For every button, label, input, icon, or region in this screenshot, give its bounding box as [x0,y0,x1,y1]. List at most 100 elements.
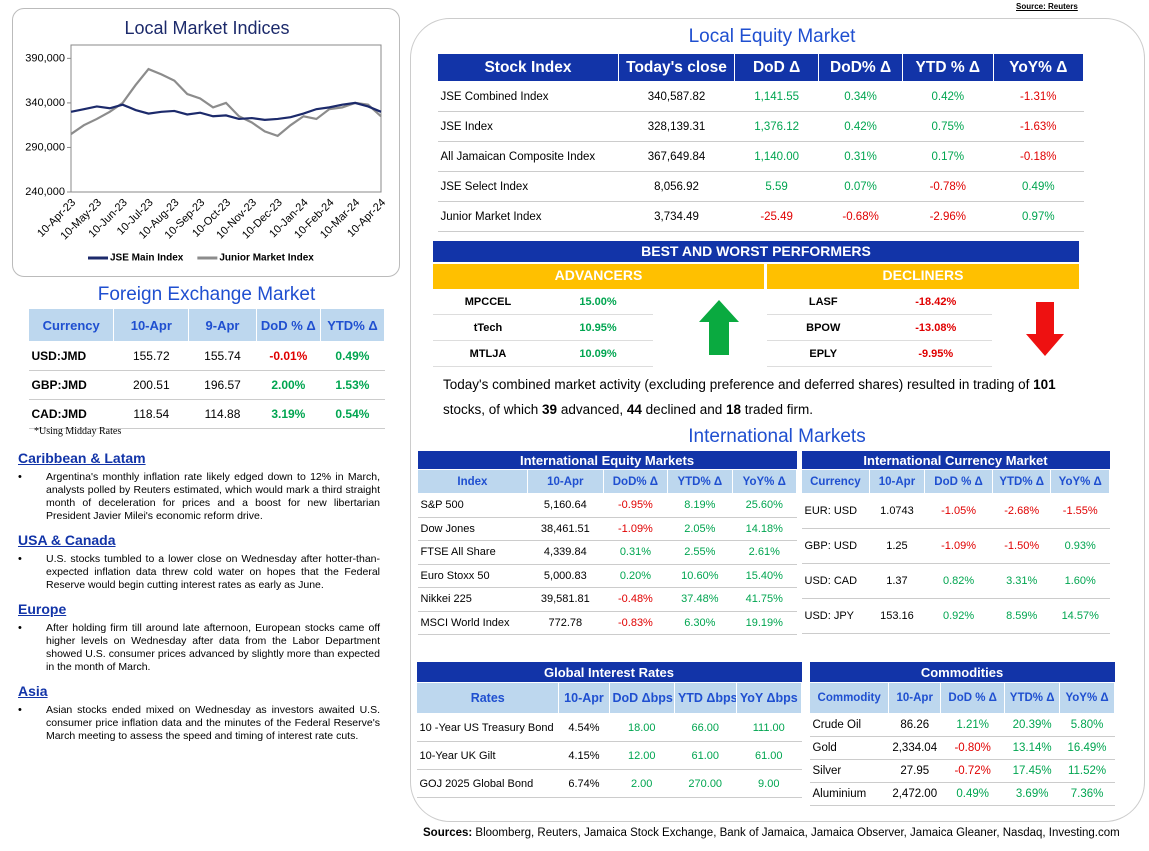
news-heading: Caribbean & Latam [18,450,146,466]
chart-box [12,8,400,277]
cell: EUR: USD [801,493,870,529]
cell: 13.14% [1004,736,1060,760]
cell: -1.05% [924,493,993,529]
column-header: 9-Apr [188,308,257,342]
cell: -25.49 [734,201,819,232]
equity-title: Local Equity Market [688,26,856,47]
cell: 5,000.83 [527,564,604,588]
cell: JSE Index [437,111,619,142]
cell: 3,734.49 [618,201,735,232]
row: USD: CAD 1.37 0.82% 3.31% 1.60% [801,563,1110,599]
decliners-header: DECLINERS [767,264,1079,289]
cell: -0.72% [940,759,1005,783]
cell: 5,160.64 [527,493,604,518]
cell: 7.36% [1059,782,1115,806]
cell: 0.42% [818,111,903,142]
column-header: YoY% Δ [1059,682,1115,714]
news-heading: Asia [18,683,48,699]
news-text: Asian stocks ended mixed on Wednesday as… [46,704,380,742]
performer-name: BPOW [767,314,880,341]
column-header: YoY% Δ [992,53,1085,82]
cell: 0.17% [902,141,994,172]
header-row: Stock Index Today's close DoD Δ DoD% Δ YTD %… [437,53,1085,82]
fx-note: *Using Midday Rates [34,426,122,437]
table: Stock Index Today's close DoD Δ DoD% Δ YTD %… [437,53,1085,232]
cell: -0.95% [603,493,668,518]
column-header: Index [417,469,528,494]
cell: 6.74% [558,769,609,798]
performer-row: EPLY -9.95% [767,340,992,367]
cell: 111.00 [736,713,802,742]
cell: 4,339.84 [527,540,604,565]
performer-change: -18.42% [879,289,992,315]
cell: 270.00 [674,769,737,798]
table: Currency 10-Apr 9-Apr DoD % Δ YTD% Δ USD:JMD 1… [27,308,386,429]
row: Nikkei 225 39,581.81 -0.48% 37.48% 41.75% [417,587,797,612]
row: JSE Select Index 8,056.92 5.59 0.07% -0.78% 0… [437,171,1084,202]
column-header: YTD% Δ [1004,682,1061,714]
series-line [70,101,382,121]
intl-equity-table: International Equity Markets Index 10-Apr D… [417,451,798,635]
cell: 39,581.81 [527,587,604,612]
bullet: • [18,471,22,483]
cell: 1.53% [320,370,385,400]
cell: 0.49% [320,341,385,371]
series-line [70,67,382,138]
news-text: U.S. stocks tumbled to a lower close on … [46,553,380,591]
cell: 0.34% [818,81,903,112]
fx-table: Currency 10-Apr 9-Apr DoD % Δ YTD% Δ USD:JMD 1… [27,308,386,429]
cell: 0.92% [924,598,993,634]
cell: 1.25 [869,528,925,564]
cell: JSE Select Index [437,171,619,202]
cell: 0.42% [902,81,994,112]
cell: 3.69% [1004,782,1060,806]
title-row: International Equity Markets [417,451,797,470]
cell: 37.48% [667,587,733,612]
header-row: Index 10-Apr DoD% Δ YTD% Δ YoY% Δ [417,469,798,494]
performer-change: -9.95% [879,340,992,367]
column-header: Today's close [617,53,736,82]
column-header: YoY Δbps [735,682,803,714]
cell: Silver [809,759,889,783]
cell: 41.75% [732,587,797,612]
cell: 3.19% [256,399,321,429]
advancers-list: MPCCEL 15.00% tTech 10.95% MTLJA 10.09% [433,289,653,367]
column-header: DoD % Δ [255,308,321,342]
title-row: Global Interest Rates [416,662,802,683]
header-row: Currency 10-Apr DoD % Δ YTD% Δ YoY% Δ [801,469,1110,494]
news-heading: Europe [18,601,67,617]
cell: Gold [809,736,889,760]
cell: 2,472.00 [888,782,941,806]
column-header: Rates [415,682,560,714]
row: 10-Year UK Gilt 4.15% 12.00 61.00 61.00 [416,741,802,770]
column-header: DoD% Δ [818,53,904,82]
cell: 4.15% [558,741,609,770]
cell: GOJ 2025 Global Bond [416,769,559,798]
cell: All Jamaican Composite Index [437,141,619,172]
row: JSE Combined Index 340,587.82 1,141.55 0.34… [437,81,1084,112]
cell: 9.00 [736,769,802,798]
news-item: • Asian stocks ended mixed on Wednesday a… [18,704,380,743]
cell: 2.00 [609,769,675,798]
column-header: Currency [801,469,870,494]
activity-count: 18 [726,402,742,417]
y-tick-label: 240,000 [25,186,65,198]
cell: CAD:JMD [28,399,114,429]
header-row: Currency 10-Apr 9-Apr DoD % Δ YTD% Δ [27,308,386,342]
advancers-header: ADVANCERS [433,264,764,289]
cell: 0.54% [320,399,385,429]
table-title: International Currency Market [801,451,1110,470]
cell: 5.59 [734,171,819,202]
cell: -0.01% [256,341,321,371]
performer-table: LASF -18.42% BPOW -13.08% EPLY -9.95% [767,289,992,367]
row: Gold 2,334.04 -0.80% 13.14% 16.49% [809,736,1115,760]
chart-title: Local Market Indices [124,18,289,38]
right-panel [410,18,1145,822]
performer-name: tTech [433,314,543,341]
cell: 153.16 [869,598,925,634]
row: CAD:JMD 118.54 114.88 3.19% 0.54% [28,399,385,429]
news-text: After holding firm till around late afte… [46,622,380,673]
title-row: Commodities [809,662,1115,683]
cell: -1.31% [993,81,1084,112]
